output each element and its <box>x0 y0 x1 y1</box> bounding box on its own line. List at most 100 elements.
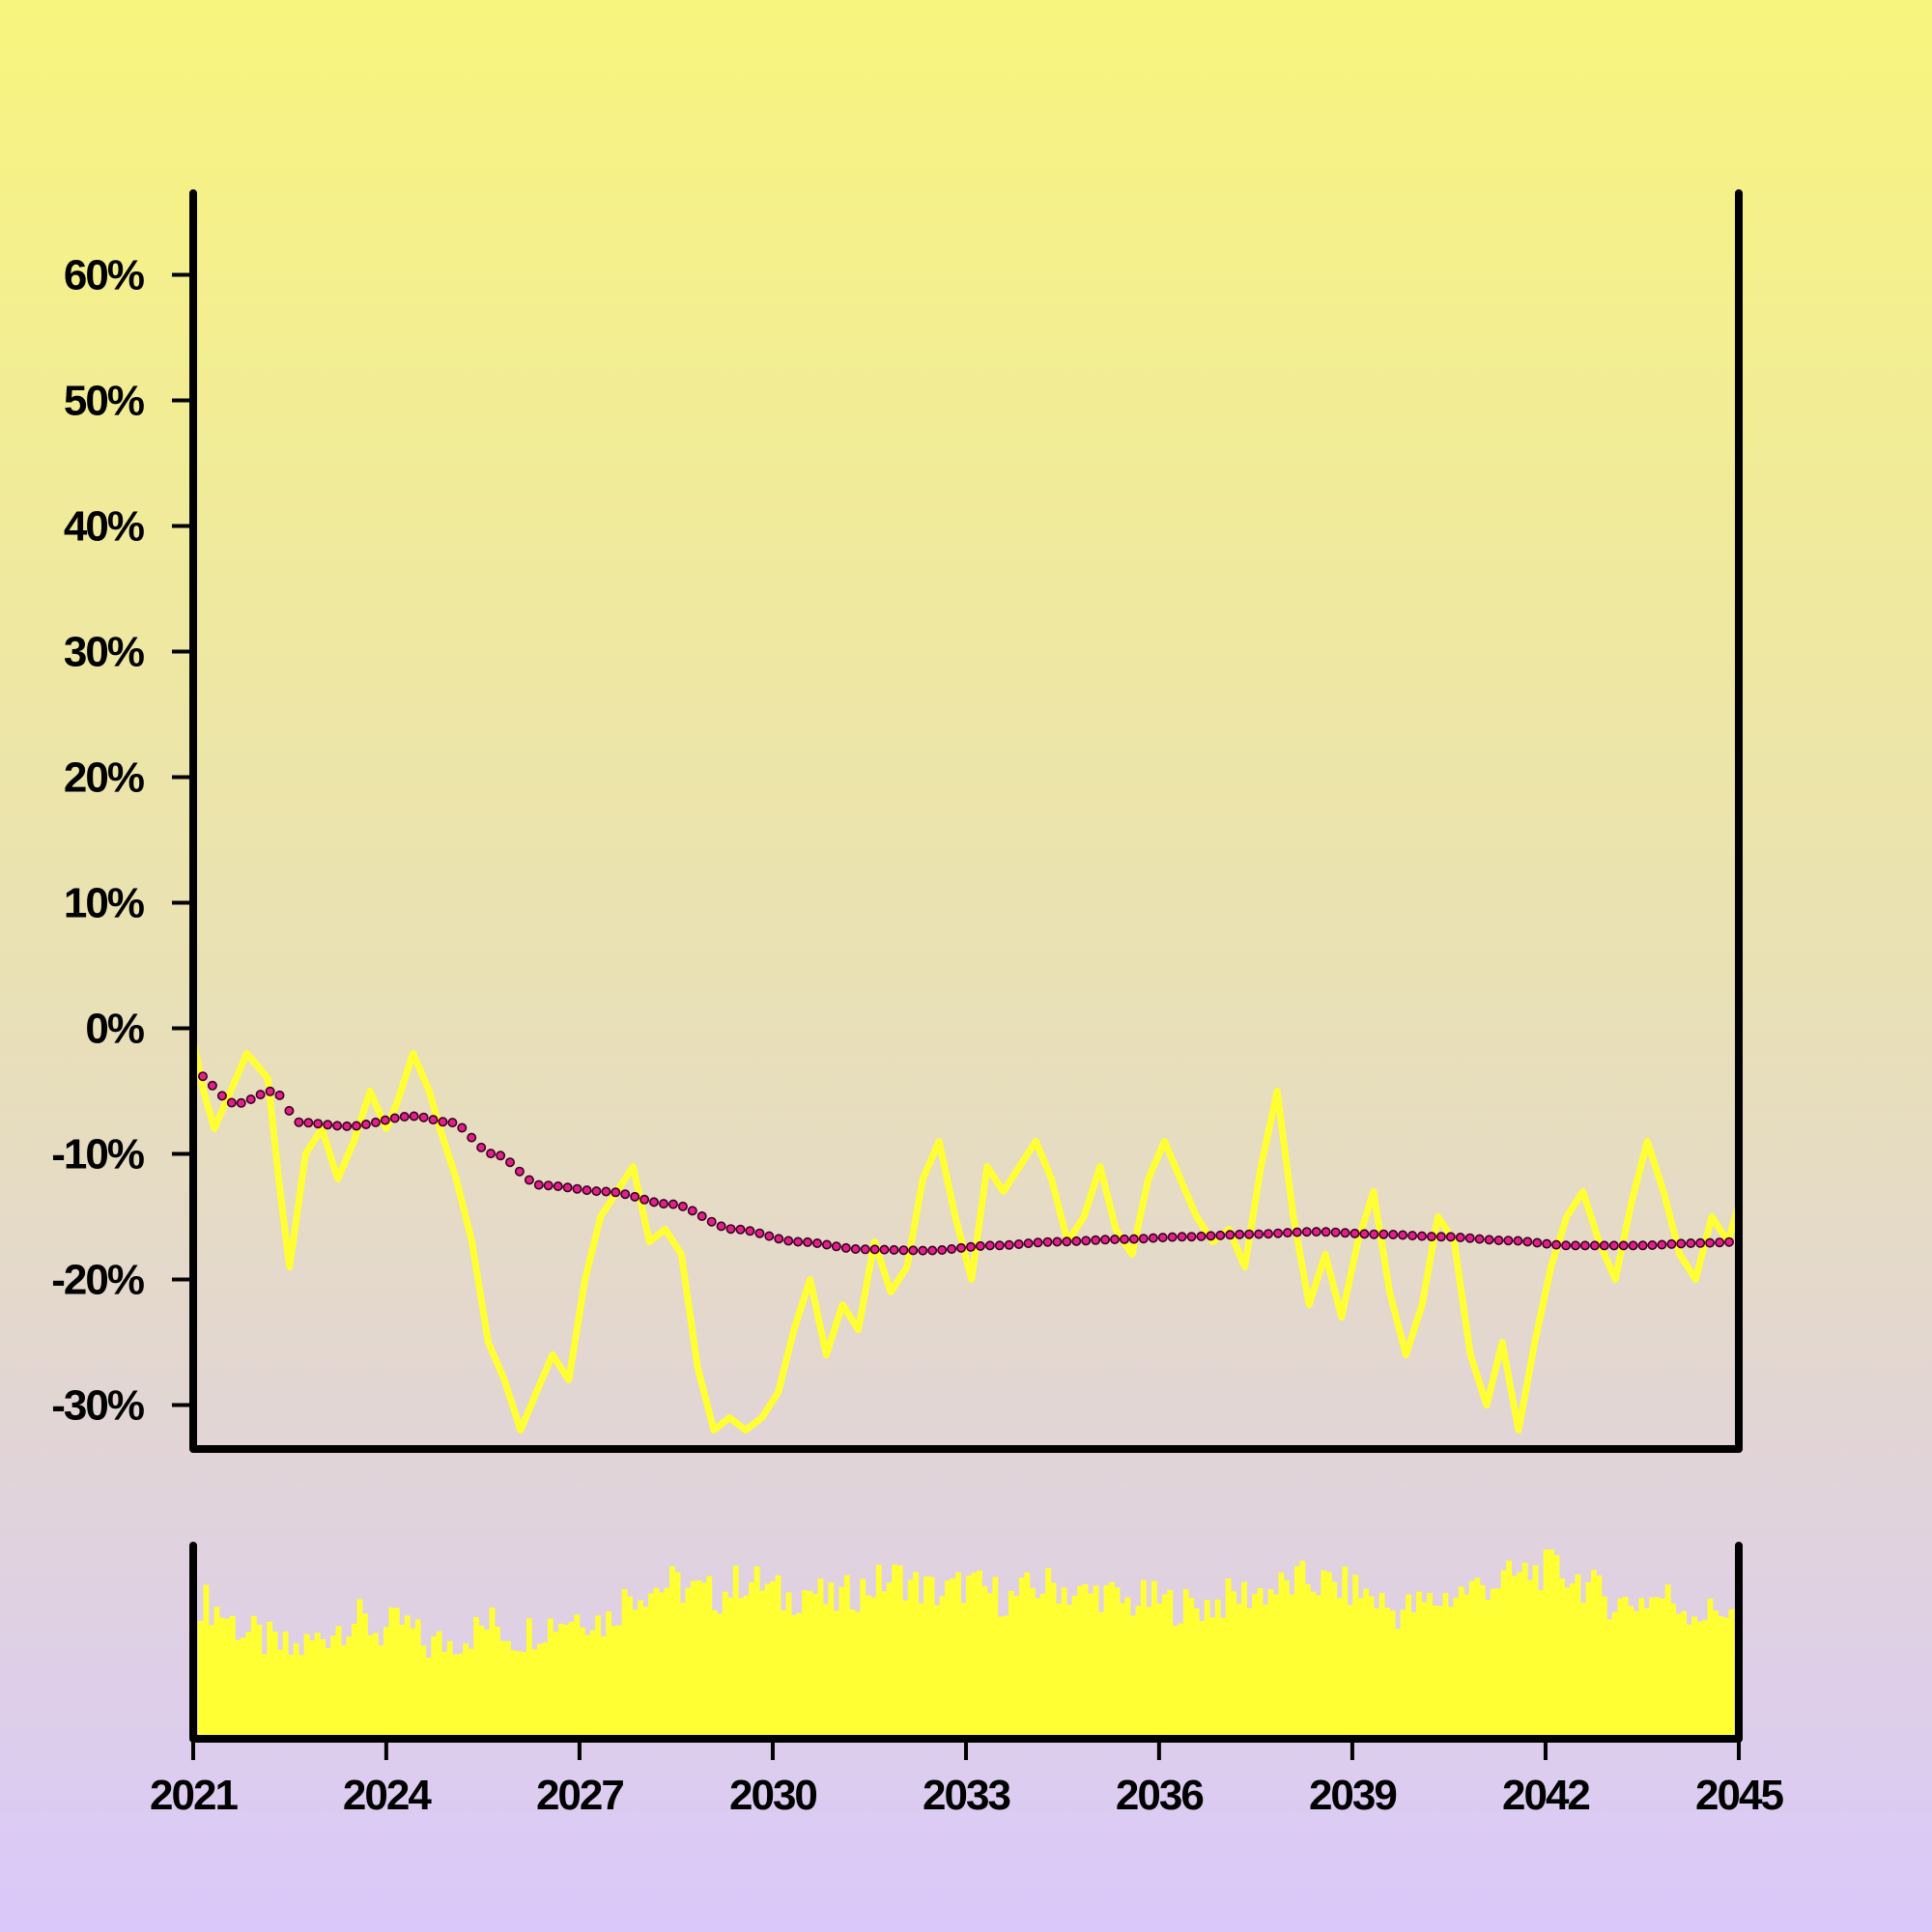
trend-dot <box>245 1094 256 1105</box>
trend-dot <box>1081 1236 1092 1246</box>
volume-bar <box>1590 1570 1597 1739</box>
volume-bar <box>563 1625 570 1739</box>
trend-dot <box>754 1228 765 1238</box>
volume-bar <box>638 1600 643 1739</box>
trend-dot <box>274 1090 285 1100</box>
volume-bar <box>1325 1572 1332 1739</box>
trend-dot <box>1589 1240 1600 1251</box>
trend-dot <box>1474 1234 1485 1244</box>
volume-bar <box>1161 1594 1168 1739</box>
volume-bar <box>1707 1598 1714 1739</box>
volume-bar <box>881 1591 888 1739</box>
trend-dot <box>1167 1232 1178 1242</box>
trend-dot <box>1417 1231 1428 1241</box>
trend-dot <box>860 1244 870 1255</box>
volume-bar <box>1056 1604 1063 1739</box>
volume-bar <box>309 1640 316 1739</box>
volume-bar <box>1363 1588 1370 1739</box>
volume-bar <box>1538 1590 1545 1739</box>
volume-bar <box>1453 1597 1460 1739</box>
volume-bar <box>785 1592 792 1739</box>
volume-bar <box>1204 1600 1210 1739</box>
volume-bar <box>781 1610 786 1739</box>
trend-line <box>198 1071 1735 1256</box>
volume-bar <box>288 1654 295 1739</box>
volume-bar <box>1188 1598 1195 1739</box>
volume-bar <box>473 1616 479 1739</box>
volume-bar <box>971 1573 978 1739</box>
volume-bar <box>325 1647 331 1739</box>
trend-dot <box>840 1242 851 1253</box>
volume-bar <box>775 1575 781 1739</box>
volume-bar <box>410 1628 416 1739</box>
volume-bar <box>1156 1603 1163 1739</box>
volume-bar <box>341 1645 347 1739</box>
volume-bar <box>367 1634 374 1739</box>
volume-bar <box>1511 1576 1518 1739</box>
volume-bar <box>383 1627 389 1739</box>
volume-bar <box>1304 1584 1311 1739</box>
volume-bar <box>1283 1580 1290 1739</box>
volume-bar <box>1664 1584 1671 1739</box>
trend-dot <box>1013 1239 1024 1250</box>
volume-bar <box>732 1565 739 1739</box>
volume-bar <box>267 1621 273 1739</box>
volume-bar <box>679 1603 686 1739</box>
volume-bar <box>907 1579 914 1739</box>
volume-bar <box>1500 1570 1507 1739</box>
trend-dot <box>591 1186 602 1197</box>
volume-bar <box>743 1595 750 1739</box>
volume-bar <box>923 1576 930 1739</box>
y-tick-label: 20% <box>64 754 144 802</box>
volume-bar <box>606 1611 612 1739</box>
trend-dot <box>236 1097 246 1108</box>
volume-bar <box>1559 1578 1565 1739</box>
trend-dot <box>1273 1228 1284 1238</box>
volume-bar <box>1225 1578 1232 1739</box>
trend-dot <box>630 1191 640 1202</box>
trend-dot <box>476 1142 487 1152</box>
volume-bar <box>1347 1605 1353 1739</box>
trend-dot <box>687 1206 697 1216</box>
volume-bar <box>902 1600 909 1739</box>
volume-bar <box>632 1609 639 1739</box>
trend-dot <box>802 1236 812 1247</box>
volume-bar <box>1702 1619 1708 1739</box>
volume-bar <box>1691 1616 1698 1739</box>
volume-bar <box>659 1592 665 1739</box>
volume-bar <box>1114 1587 1121 1739</box>
volume-bar <box>1024 1572 1031 1739</box>
trend-dot <box>1091 1235 1101 1245</box>
volume-bar <box>1209 1617 1216 1739</box>
y-tick-label: 50% <box>64 378 144 425</box>
volume-bar <box>1400 1609 1406 1739</box>
trend-dot <box>1705 1237 1716 1248</box>
volume-bar <box>314 1633 321 1739</box>
x-tick-label: 2039 <box>1309 1772 1396 1819</box>
trend-dot <box>725 1224 736 1235</box>
trend-dot <box>1004 1239 1014 1250</box>
volume-bar <box>616 1625 623 1739</box>
volume-bar <box>1061 1587 1067 1739</box>
trend-dot <box>1551 1239 1562 1250</box>
trend-dot <box>438 1117 448 1127</box>
volume-bar <box>1718 1615 1724 1739</box>
trend-dot <box>783 1236 794 1246</box>
volume-bar <box>1596 1575 1603 1739</box>
trend-dot <box>1493 1236 1504 1246</box>
volume-bar <box>992 1577 999 1739</box>
trend-dot <box>1532 1237 1543 1248</box>
trend-dot <box>696 1211 707 1222</box>
y-tick-label: 10% <box>64 880 144 927</box>
volume-bar <box>203 1584 210 1739</box>
volume-bar <box>224 1618 231 1739</box>
trend-dot <box>831 1241 841 1252</box>
volume-bar <box>1039 1593 1046 1739</box>
trend-dot <box>457 1122 468 1133</box>
volume-bar <box>648 1593 654 1739</box>
trend-dot <box>1407 1231 1418 1241</box>
volume-bar <box>1368 1596 1375 1739</box>
volume-bar <box>1231 1591 1237 1739</box>
volume-bar <box>892 1564 898 1739</box>
volume-bar <box>727 1597 734 1739</box>
